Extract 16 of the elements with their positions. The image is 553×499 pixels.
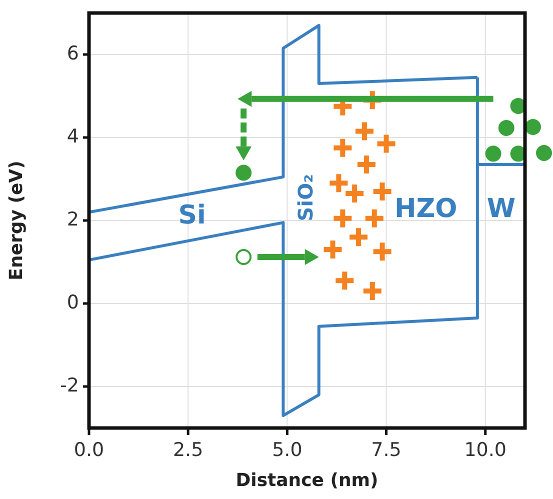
x-axis-title: Distance (nm) [236, 470, 378, 491]
annotation: HZO [394, 194, 458, 224]
y-axis-title: Energy (eV) [6, 160, 27, 280]
y-tick-label: -2 [60, 374, 79, 397]
x-tick-label: 0.0 [74, 439, 104, 461]
x-tick-label: 5.0 [272, 439, 302, 461]
annotation: W [486, 194, 516, 224]
y-tick-label: 4 [66, 126, 79, 148]
x-tick-label: 10.0 [464, 439, 507, 461]
x-tick-label: 2.5 [172, 439, 204, 461]
y-tick-label: 2 [66, 208, 79, 231]
annotation: SiO₂ [293, 174, 318, 222]
y-tick-label: 6 [66, 42, 79, 65]
x-tick-label: 7.5 [371, 439, 402, 461]
annotation: Si [178, 200, 206, 230]
y-tick-label: 0 [66, 292, 79, 314]
